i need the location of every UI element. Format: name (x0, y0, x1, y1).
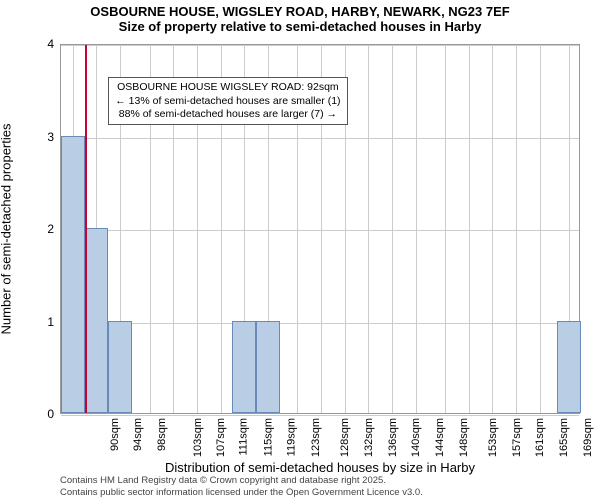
chart-footer: Contains HM Land Registry data © Crown c… (60, 475, 580, 498)
footer-line-1: Contains HM Land Registry data © Crown c… (60, 475, 580, 486)
gridline-h (61, 230, 579, 231)
histogram-bar (557, 321, 581, 414)
gridline-h (61, 415, 579, 416)
title-line-1: OSBOURNE HOUSE, WIGSLEY ROAD, HARBY, NEW… (0, 4, 600, 19)
title-line-2: Size of property relative to semi-detach… (0, 19, 600, 34)
gridline-v (368, 45, 369, 413)
annotation-line: ← 13% of semi-detached houses are smalle… (115, 95, 340, 108)
gridline-v (540, 45, 541, 413)
annotation-line: OSBOURNE HOUSE WIGSLEY ROAD: 92sqm (115, 81, 340, 94)
plot-area: OSBOURNE HOUSE WIGSLEY ROAD: 92sqm← 13% … (60, 44, 580, 414)
y-tick-label: 1 (14, 315, 54, 329)
marker-line (85, 45, 87, 413)
x-tick-label: 98sqm (123, 418, 156, 430)
y-tick-label: 0 (14, 407, 54, 421)
gridline-h (61, 323, 579, 324)
gridline-v (445, 45, 446, 413)
annotation-box: OSBOURNE HOUSE WIGSLEY ROAD: 92sqm← 13% … (108, 77, 347, 124)
y-tick-label: 2 (14, 222, 54, 236)
chart-container: OSBOURNE HOUSE, WIGSLEY ROAD, HARBY, NEW… (0, 0, 600, 500)
gridline-v (416, 45, 417, 413)
histogram-bar (256, 321, 280, 414)
y-tick-label: 4 (14, 37, 54, 51)
gridline-h (61, 45, 579, 46)
gridline-v (516, 45, 517, 413)
histogram-bar (85, 228, 109, 413)
chart-title: OSBOURNE HOUSE, WIGSLEY ROAD, HARBY, NEW… (0, 4, 600, 34)
y-tick-label: 3 (14, 130, 54, 144)
x-axis-title: Distribution of semi-detached houses by … (60, 460, 580, 475)
y-axis-title: Number of semi-detached properties (0, 18, 14, 229)
footer-line-2: Contains public sector information licen… (60, 487, 580, 498)
histogram-bar (108, 321, 132, 414)
gridline-v (392, 45, 393, 413)
histogram-bar (61, 136, 85, 414)
gridline-v (469, 45, 470, 413)
gridline-v (492, 45, 493, 413)
histogram-bar (232, 321, 256, 414)
gridline-h (61, 138, 579, 139)
annotation-line: 88% of semi-detached houses are larger (… (115, 108, 340, 121)
x-tick-label: 174sqm (572, 418, 600, 430)
